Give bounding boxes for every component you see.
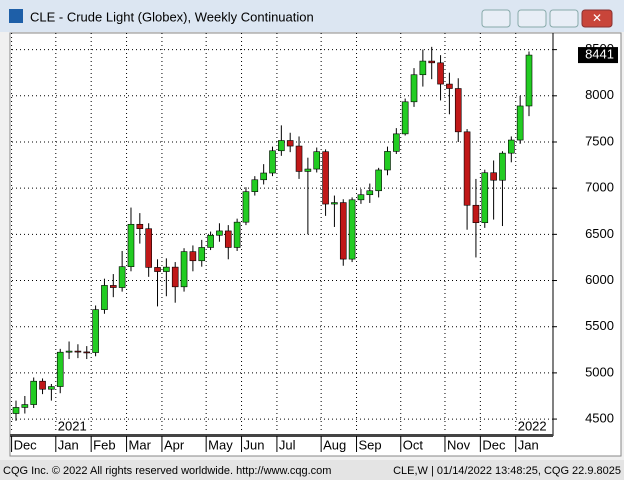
candle-body: [260, 172, 267, 181]
candle-body: [242, 191, 250, 223]
candle-body: [251, 179, 259, 192]
candle-body: [92, 309, 99, 353]
status-info: CLE,W | 01/14/2022 13:48:25, CQG 22.9.80…: [393, 465, 621, 477]
candle-body: [269, 150, 276, 174]
candle-body: [525, 54, 533, 107]
candle-body: [357, 194, 365, 201]
x-tick-label: Oct: [403, 437, 424, 452]
x-tick-label: Mar: [129, 437, 152, 452]
candle-body: [163, 266, 170, 272]
close-icon: ✕: [592, 11, 602, 25]
minimize-button[interactable]: [517, 9, 547, 28]
x-tick-label: Apr: [164, 437, 185, 452]
y-tick-label: 7000: [585, 180, 614, 195]
candle-body: [454, 88, 462, 133]
y-tick-label: 8000: [585, 87, 614, 102]
candle-body: [410, 74, 418, 103]
close-button[interactable]: [581, 9, 613, 28]
link-button[interactable]: [481, 9, 511, 28]
year-label: 2021: [58, 418, 87, 433]
candle-body: [127, 223, 135, 267]
candle-body: [48, 386, 55, 390]
candle-body: [322, 151, 329, 205]
candle-body: [21, 404, 29, 408]
candle-body: [171, 266, 179, 288]
year-label: 2022: [518, 418, 547, 433]
candle-body: [154, 267, 161, 272]
status-bar: [0, 460, 624, 480]
candle-body: [490, 172, 497, 181]
candle-body: [286, 140, 294, 147]
candle-body: [499, 152, 506, 181]
candle-body: [419, 60, 427, 76]
candle-body: [481, 172, 489, 224]
candle-body: [428, 60, 436, 64]
x-tick-label: Aug: [323, 437, 346, 452]
candle-body: [198, 247, 206, 262]
candle-body: [304, 168, 312, 172]
session-strip: [10, 434, 553, 437]
candle-body: [56, 351, 64, 387]
candle-body: [145, 228, 152, 268]
chart-panel: [9, 32, 622, 457]
candle-body: [384, 151, 391, 171]
x-tick-label: Jan: [58, 437, 79, 452]
candle-body: [437, 62, 444, 85]
x-tick-label: Dec: [482, 437, 506, 452]
candle-body: [224, 230, 232, 248]
app-icon: [9, 9, 23, 23]
candle-body: [12, 407, 20, 414]
last-price-box: [578, 47, 618, 64]
x-tick-label: Dec: [14, 437, 38, 452]
candle-body: [331, 202, 338, 205]
candle-body: [393, 133, 400, 152]
candle-body: [189, 251, 197, 262]
candle-body: [295, 145, 303, 172]
candle-body: [65, 350, 73, 353]
candle-body: [216, 230, 223, 236]
x-tick-label: Nov: [447, 437, 471, 452]
candle-body: [136, 223, 144, 230]
x-tick-label: Sep: [359, 437, 382, 452]
candle-body: [233, 221, 241, 248]
y-tick-label: 6000: [585, 272, 614, 287]
x-tick-label: May: [208, 437, 233, 452]
candle-body: [30, 380, 37, 405]
copyright: CQG Inc. © 2022 All rights reserved worl…: [3, 465, 331, 477]
x-tick-label: Jan: [518, 437, 539, 452]
x-tick-label: Jul: [279, 437, 296, 452]
y-tick-label: 5000: [585, 364, 614, 379]
candle-body: [375, 169, 382, 192]
candle-body: [180, 251, 188, 288]
candle-body: [508, 139, 515, 154]
candle-body: [339, 202, 347, 260]
candle-body: [348, 199, 356, 260]
candle-body: [401, 101, 409, 135]
candle-body: [83, 351, 91, 354]
window-title: CLE - Crude Light (Globex), Weekly Conti…: [30, 9, 314, 24]
candle-body: [278, 140, 285, 152]
candle-body: [472, 204, 480, 224]
x-tick-label: Feb: [93, 437, 115, 452]
candle-body: [109, 285, 117, 288]
y-tick-label: 7500: [585, 133, 614, 148]
candle-body: [207, 234, 214, 248]
last-price-label: 8441: [585, 47, 614, 62]
candle-body: [118, 266, 126, 288]
candle-body: [101, 285, 108, 310]
candle-body: [74, 350, 82, 353]
candle-body: [516, 105, 524, 141]
candle-body: [366, 190, 374, 196]
y-tick-label: 4500: [585, 411, 614, 426]
candle-body: [39, 380, 46, 390]
x-tick-label: Jun: [244, 437, 265, 452]
candle-body: [446, 83, 453, 89]
y-tick-label: 6500: [585, 226, 614, 241]
y-tick-label: 5500: [585, 318, 614, 333]
maximize-button[interactable]: [549, 9, 579, 28]
candle-body: [313, 151, 321, 170]
candle-body: [463, 131, 471, 206]
